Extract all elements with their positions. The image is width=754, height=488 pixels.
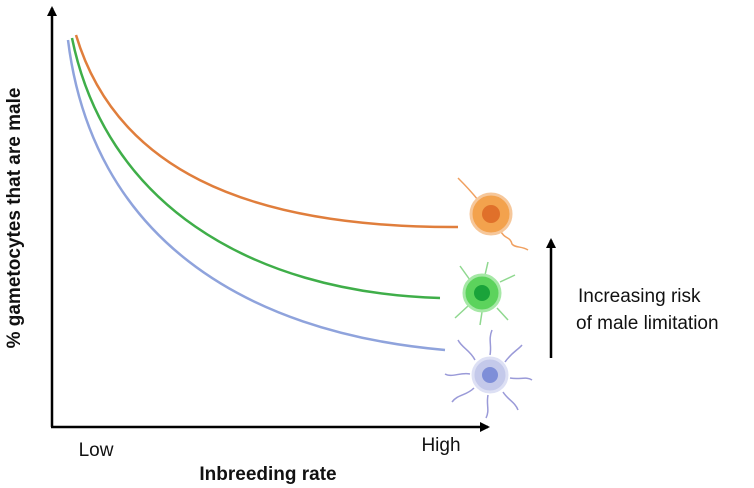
x-axis-label: Inbreeding rate [199, 464, 336, 485]
cell-green [454, 261, 516, 326]
x-low-label: Low [79, 440, 114, 461]
annotation-line: of male limitation [576, 313, 719, 334]
curve-green [70, 37, 441, 300]
cell-blue [444, 329, 533, 419]
y-axis-label: % gametocytes that are male [4, 88, 25, 349]
curve-orange [74, 34, 459, 229]
cell-orange [457, 177, 529, 251]
x-high-label: High [421, 435, 460, 456]
annotation-line: Increasing risk [578, 286, 701, 307]
curve-blue [66, 39, 446, 352]
